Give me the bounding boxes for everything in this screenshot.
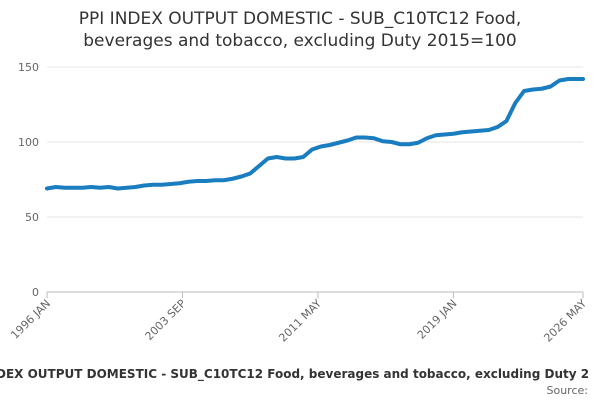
- x-tick-label: 2003 SEP: [143, 297, 189, 343]
- x-tick-label: 2026 MAY: [541, 297, 589, 345]
- source: Source:: [547, 384, 589, 397]
- x-tick-label: 2011 MAY: [276, 297, 324, 345]
- chart-title: PPI INDEX OUTPUT DOMESTIC - SUB_C10TC12 …: [79, 9, 521, 29]
- y-tick-label: 150: [18, 61, 39, 74]
- footer: DEX OUTPUT DOMESTIC - SUB_C10TC12 Food, …: [0, 367, 589, 382]
- chart-title: beverages and tobacco, excluding Duty 20…: [83, 31, 516, 51]
- y-tick-label: 100: [18, 136, 39, 149]
- y-tick-label: 50: [25, 211, 39, 224]
- x-tick-label: 1996 JAN: [8, 297, 53, 342]
- y-tick-label: 0: [32, 286, 39, 299]
- line: [45, 77, 585, 191]
- x-tick-label: 2019 JAN: [415, 297, 460, 342]
